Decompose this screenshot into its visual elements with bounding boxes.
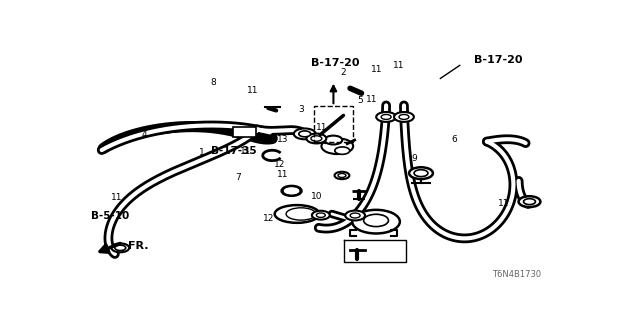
Circle shape (518, 196, 540, 207)
Circle shape (294, 128, 316, 139)
Circle shape (524, 199, 536, 204)
Circle shape (352, 210, 400, 234)
Circle shape (381, 115, 391, 119)
Text: 9: 9 (411, 154, 417, 163)
Circle shape (282, 186, 301, 196)
Text: 4: 4 (141, 131, 147, 140)
Circle shape (335, 172, 349, 179)
Text: 11: 11 (111, 193, 122, 202)
Text: 7: 7 (235, 173, 241, 182)
Text: 10: 10 (311, 192, 323, 201)
Circle shape (338, 173, 346, 177)
Circle shape (350, 213, 360, 218)
Circle shape (409, 167, 433, 179)
Circle shape (307, 133, 326, 143)
Circle shape (321, 138, 353, 154)
Text: 11: 11 (276, 170, 288, 179)
Text: B-17-20: B-17-20 (474, 55, 523, 65)
Text: 5: 5 (357, 96, 363, 105)
Circle shape (364, 214, 388, 227)
Circle shape (115, 245, 125, 251)
Circle shape (111, 244, 129, 252)
Text: 11: 11 (371, 65, 382, 74)
Text: 12: 12 (274, 160, 285, 169)
Text: 11: 11 (247, 86, 259, 95)
Circle shape (312, 211, 330, 220)
Text: 11: 11 (316, 123, 328, 132)
Circle shape (345, 211, 365, 220)
Text: B-17-35: B-17-35 (211, 146, 257, 156)
Ellipse shape (286, 208, 316, 220)
Circle shape (414, 170, 428, 177)
Text: 1: 1 (198, 148, 204, 157)
Circle shape (394, 112, 414, 122)
Text: 11: 11 (366, 95, 378, 104)
Bar (233, 127, 257, 137)
Circle shape (335, 147, 349, 154)
Text: 13: 13 (276, 135, 288, 144)
Circle shape (299, 131, 310, 137)
Text: 11: 11 (393, 61, 404, 70)
Text: 8: 8 (210, 78, 216, 87)
Circle shape (311, 136, 322, 141)
Circle shape (376, 112, 396, 122)
Circle shape (399, 115, 409, 119)
Ellipse shape (275, 205, 319, 223)
Text: T6N4B1730: T6N4B1730 (492, 270, 541, 279)
Circle shape (316, 213, 325, 217)
Text: 6: 6 (452, 135, 458, 144)
Circle shape (324, 136, 342, 144)
Text: 3: 3 (298, 105, 303, 114)
Text: 2: 2 (340, 68, 346, 77)
Text: B-17-20: B-17-20 (312, 58, 360, 68)
Text: 11: 11 (499, 199, 510, 208)
Text: 11: 11 (241, 147, 252, 156)
Text: B-5-10: B-5-10 (91, 211, 129, 221)
Bar (314, 106, 353, 142)
Text: 12: 12 (263, 214, 274, 223)
Text: FR.: FR. (128, 241, 148, 251)
